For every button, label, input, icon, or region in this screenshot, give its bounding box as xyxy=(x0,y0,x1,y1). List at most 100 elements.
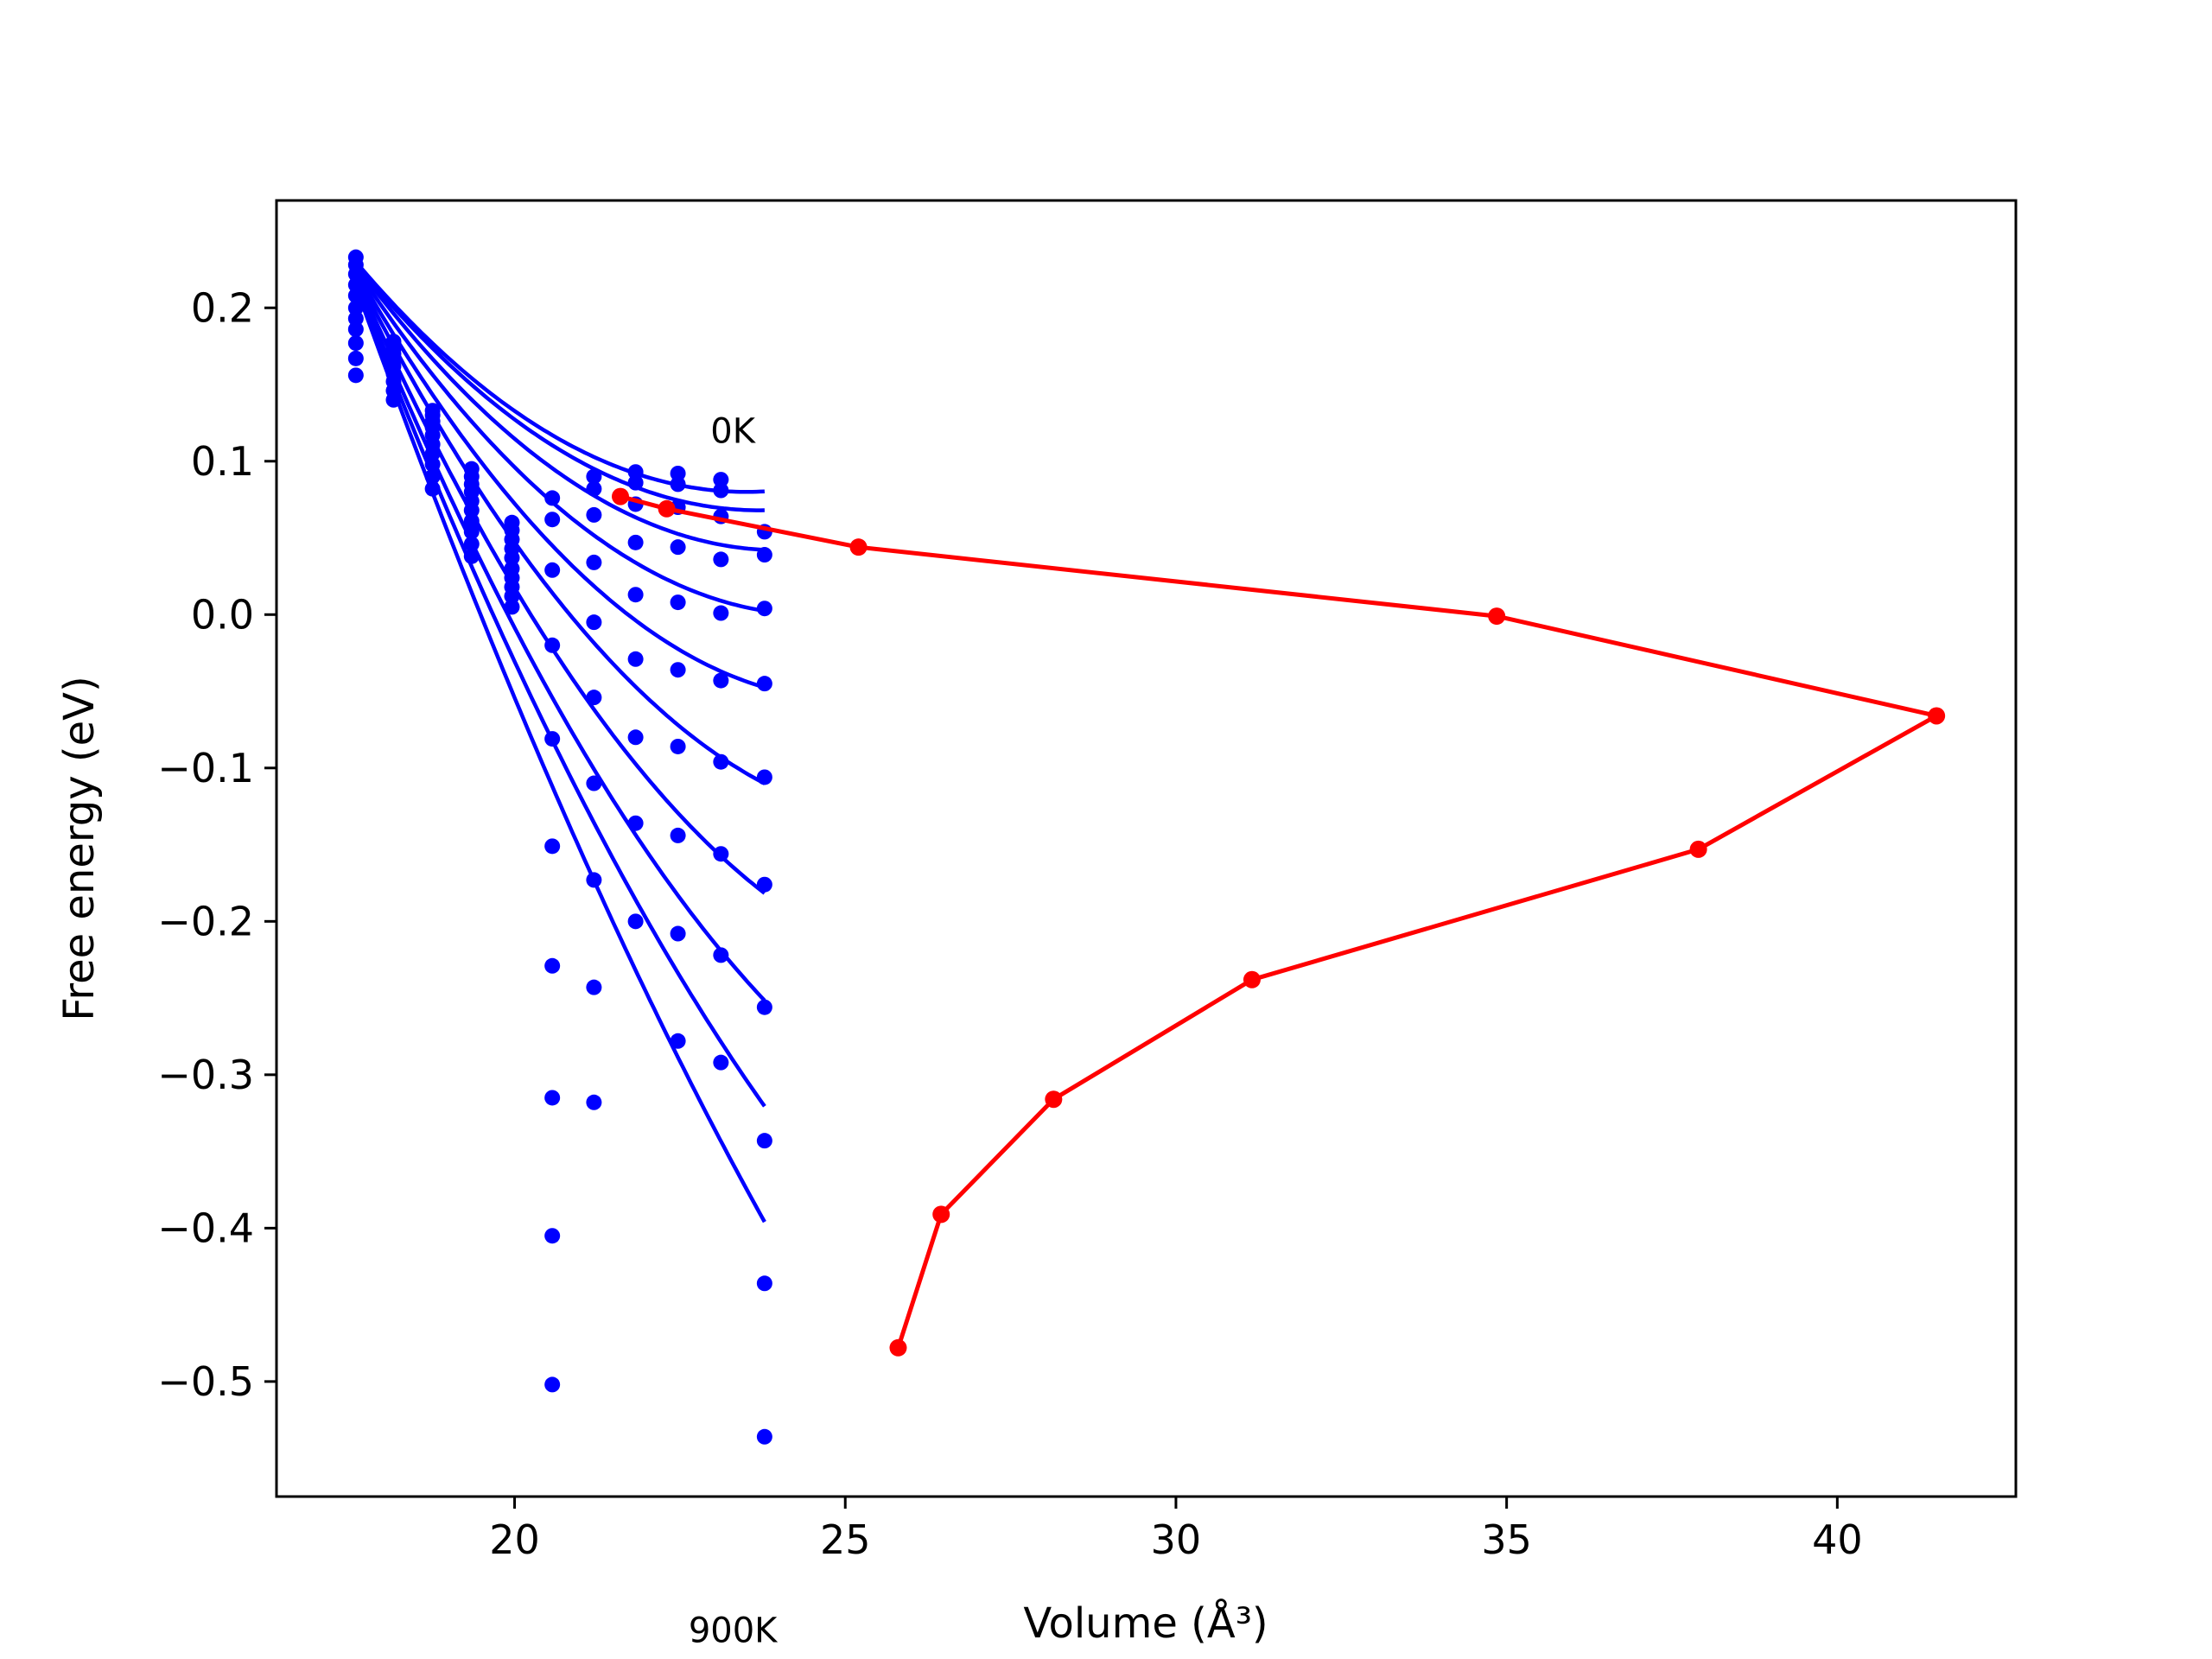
data-point xyxy=(627,913,644,930)
data-point xyxy=(347,266,364,283)
data-point xyxy=(670,594,686,611)
data-point xyxy=(544,562,561,578)
data-point xyxy=(463,502,480,518)
data-point xyxy=(670,662,686,678)
data-point xyxy=(544,1376,561,1393)
data-point xyxy=(544,490,561,506)
fit-curve-7 xyxy=(353,279,766,1002)
fit-curve-0 xyxy=(354,260,765,494)
data-point xyxy=(385,391,402,408)
data-point xyxy=(424,456,441,473)
y-tick-label: −0.2 xyxy=(157,898,254,944)
fit-curve-1 xyxy=(354,262,765,512)
data-point xyxy=(347,276,364,293)
data-point xyxy=(347,310,364,327)
data-point xyxy=(713,753,729,770)
annotation-label: 0K xyxy=(710,411,756,451)
data-point xyxy=(463,524,480,540)
data-point xyxy=(627,651,644,667)
data-point xyxy=(756,1133,772,1149)
data-point xyxy=(756,769,772,785)
fit-curve-3 xyxy=(353,266,766,613)
data-point xyxy=(544,637,561,653)
data-point xyxy=(544,957,561,974)
equilibrium-point xyxy=(1689,840,1707,858)
data-point xyxy=(670,925,686,942)
fit-curve-8 xyxy=(353,283,766,1108)
y-tick-label: −0.4 xyxy=(157,1205,254,1251)
data-point xyxy=(424,445,441,461)
data-point xyxy=(544,1090,561,1106)
y-axis: 0.2 0.1 0.0 −0.1 −0.2 −0.3 −0.4 −0.5 xyxy=(157,284,276,1405)
data-point xyxy=(586,979,602,995)
data-point xyxy=(713,846,729,862)
equilibrium-point xyxy=(612,487,630,505)
x-tick-label: 30 xyxy=(1151,1516,1202,1563)
data-point xyxy=(713,947,729,963)
x-tick-label: 20 xyxy=(489,1516,540,1563)
data-point xyxy=(347,335,364,352)
fit-curve-9 xyxy=(353,285,766,1224)
data-point xyxy=(504,550,520,566)
equilibrium-point xyxy=(889,1338,907,1357)
data-point xyxy=(756,1428,772,1445)
data-point xyxy=(627,729,644,746)
data-point xyxy=(756,601,772,617)
data-point xyxy=(756,547,772,563)
fit-curve-5 xyxy=(353,273,766,785)
data-point xyxy=(544,731,561,747)
data-point xyxy=(544,512,561,528)
data-point xyxy=(627,474,644,491)
data-point xyxy=(347,288,364,304)
fit-curve-4 xyxy=(353,270,766,690)
x-tick-label: 25 xyxy=(820,1516,871,1563)
equilibrium-point xyxy=(932,1205,950,1224)
fit-curve-6 xyxy=(353,276,766,895)
data-point xyxy=(670,738,686,754)
data-point xyxy=(627,815,644,831)
data-point xyxy=(347,350,364,366)
data-point xyxy=(586,554,602,570)
data-point xyxy=(586,506,602,523)
axes-frame xyxy=(275,199,2018,1498)
data-point xyxy=(670,1033,686,1049)
data-point xyxy=(713,1054,729,1071)
data-point xyxy=(627,587,644,603)
fit-curve-2 xyxy=(354,264,765,552)
x-tick-label: 35 xyxy=(1481,1516,1532,1563)
data-point xyxy=(463,513,480,530)
data-point xyxy=(544,838,561,855)
data-point xyxy=(713,605,729,621)
data-point xyxy=(586,468,602,485)
y-axis-label: Free energy (eV) xyxy=(55,676,104,1020)
annotation-label: 900K xyxy=(689,1611,779,1651)
data-point xyxy=(627,464,644,480)
y-tick-label: 0.1 xyxy=(191,438,254,485)
data-point xyxy=(713,551,729,568)
y-tick-label: 0.0 xyxy=(191,591,254,638)
data-point xyxy=(463,548,480,564)
data-point xyxy=(627,534,644,550)
x-axis: 20 25 30 35 40 xyxy=(489,1497,1863,1563)
data-point xyxy=(347,367,364,384)
data-point xyxy=(586,775,602,791)
data-point xyxy=(347,321,364,338)
data-point xyxy=(463,536,480,552)
equilibrium-point xyxy=(1488,607,1506,626)
equilibrium-point xyxy=(849,538,868,556)
data-point xyxy=(586,872,602,888)
y-tick-label: 0.2 xyxy=(191,284,254,331)
data-point xyxy=(586,480,602,497)
data-point xyxy=(586,690,602,706)
equilibrium-line xyxy=(620,494,1939,1349)
data-point xyxy=(424,468,441,485)
data-point xyxy=(670,465,686,481)
equilibrium-point xyxy=(1243,970,1261,988)
y-tick-label: −0.5 xyxy=(157,1358,254,1405)
data-point xyxy=(504,588,520,604)
y-tick-label: −0.1 xyxy=(157,745,254,791)
plot-area xyxy=(347,249,1946,1445)
y-tick-label: −0.3 xyxy=(157,1052,254,1098)
